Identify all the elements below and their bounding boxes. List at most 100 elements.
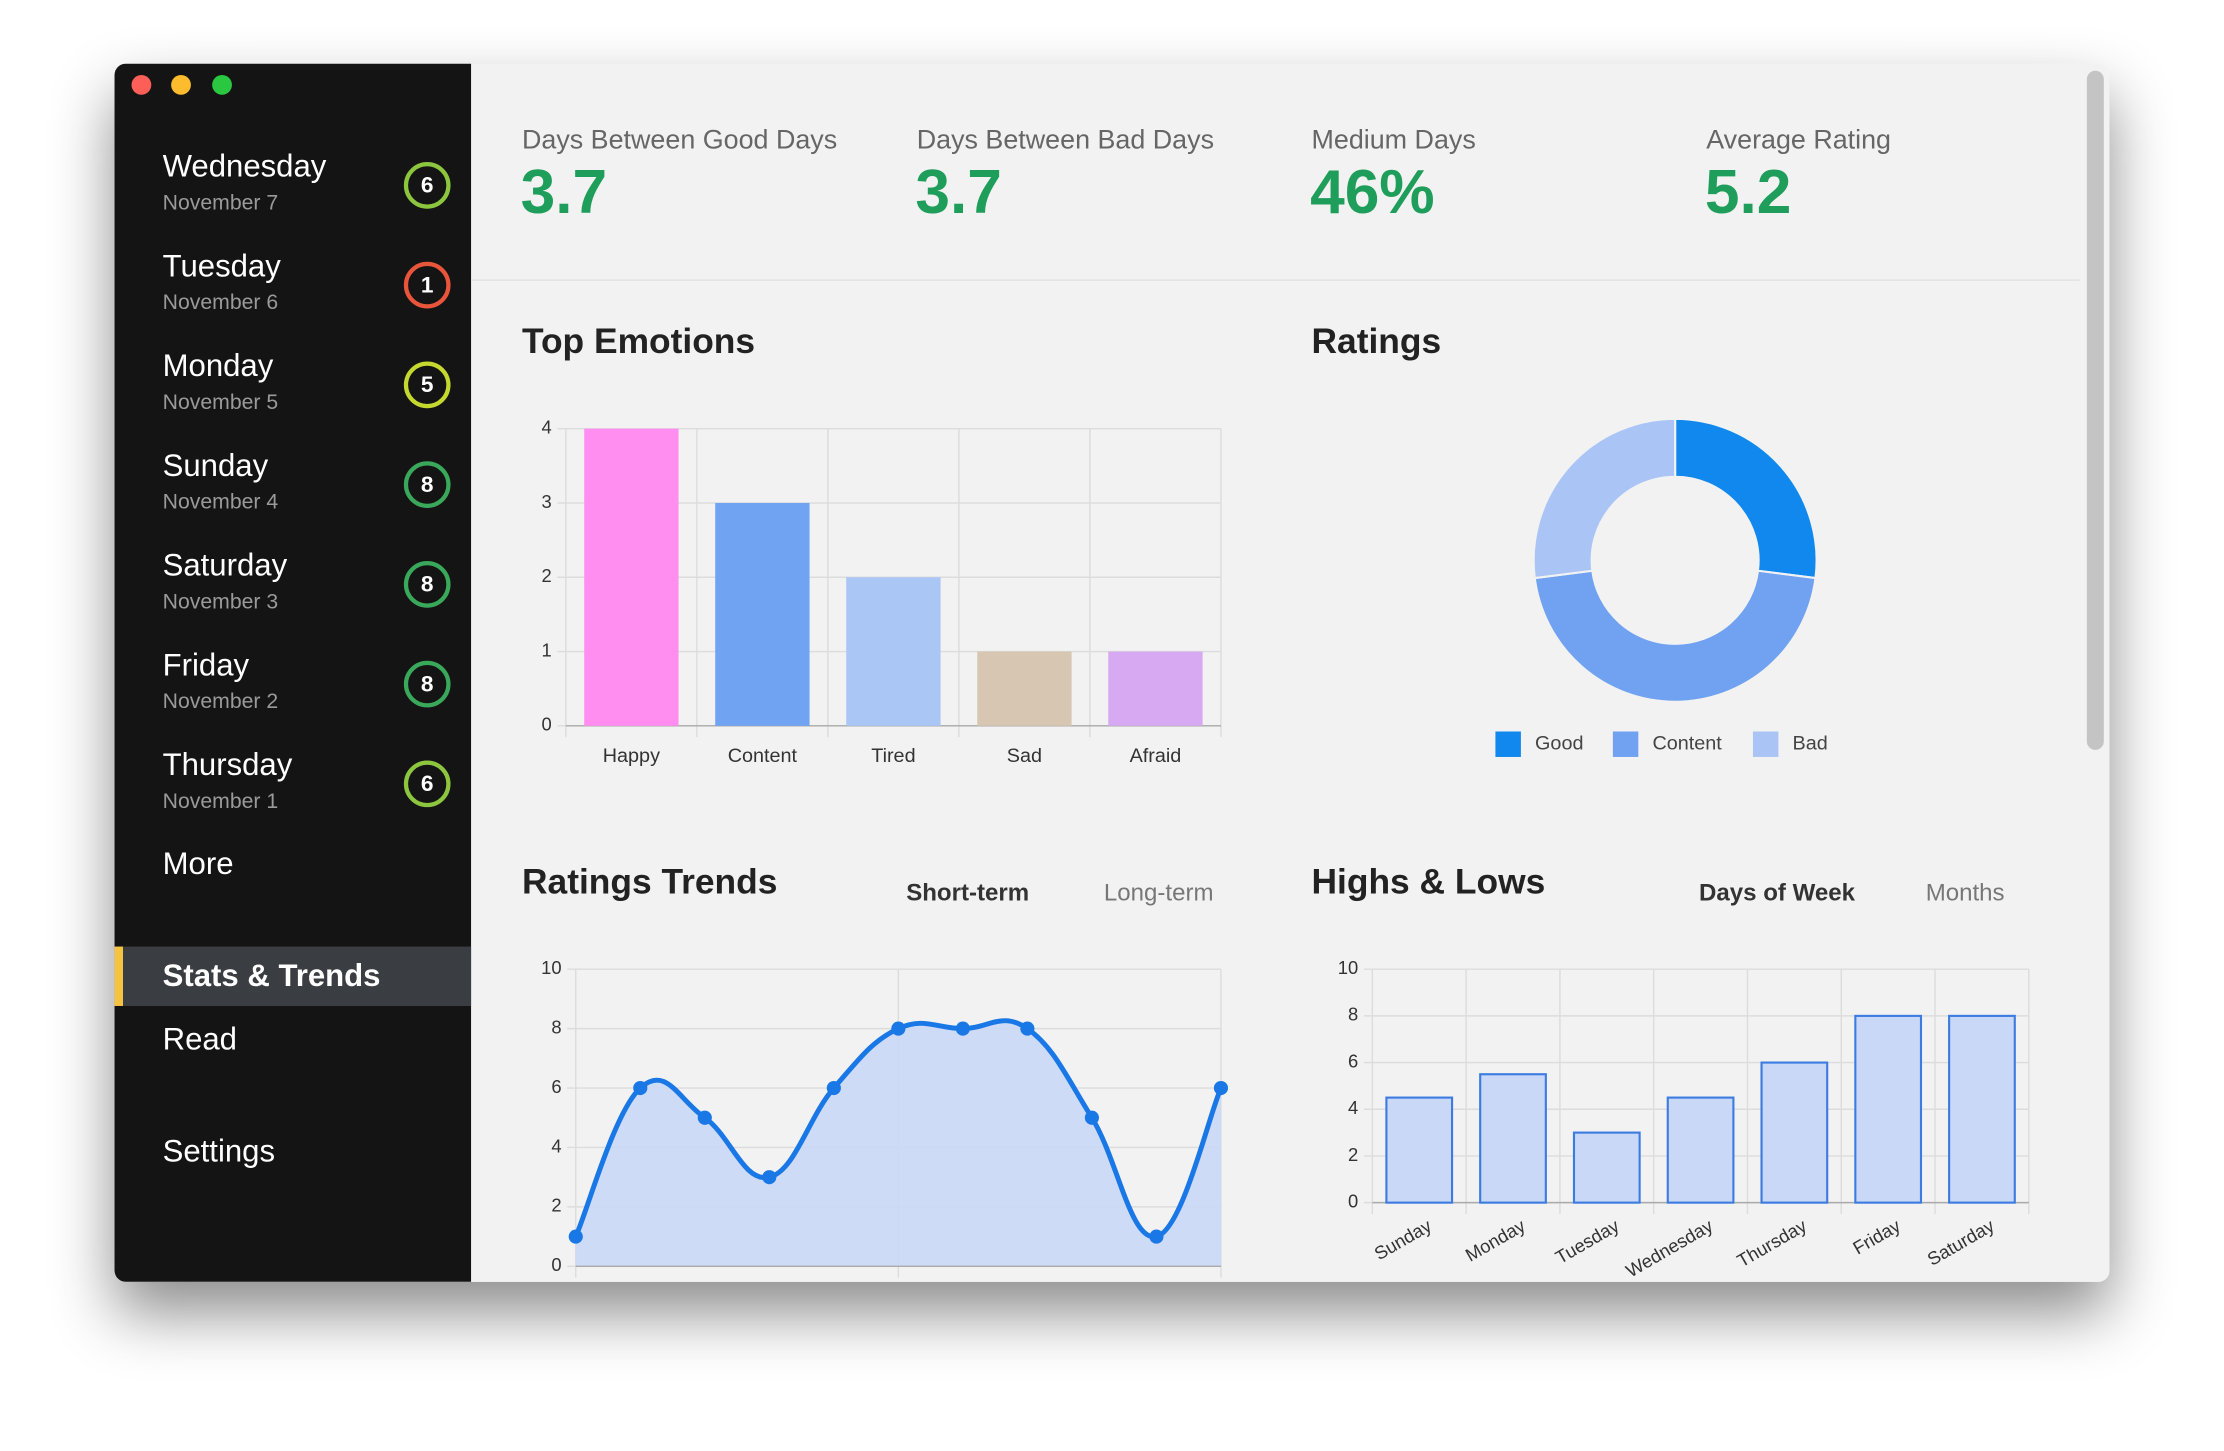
y-tick-label: 0 (541, 714, 551, 735)
window-content: Wednesday November 7 6 Tuesday November 6 1 Mo… (114, 63, 2104, 1282)
bar (715, 502, 810, 726)
day-name: Monday (163, 348, 274, 383)
rating-value: 6 (421, 173, 434, 198)
bar (1108, 651, 1203, 726)
legend-label: Bad (1793, 732, 1828, 754)
y-tick-label: 4 (1348, 1097, 1358, 1118)
rating-badge (403, 261, 451, 309)
legend-swatch (1612, 731, 1639, 757)
rating-value: 1 (421, 272, 434, 297)
nav-item[interactable]: Stats & Trends (163, 958, 381, 993)
day-date: November 3 (163, 590, 279, 613)
chart-title: Highs & Lows (1311, 863, 1545, 902)
day-date: November 6 (163, 291, 279, 314)
bar (1854, 1014, 1923, 1204)
x-tick-label: Sad (1007, 745, 1042, 767)
y-tick-label: 10 (1338, 957, 1358, 978)
y-tick-label: 8 (1348, 1004, 1358, 1025)
active-nav-bg (114, 946, 472, 1006)
legend-swatch (1495, 731, 1521, 757)
day-name: Sunday (163, 448, 269, 483)
point (826, 1080, 841, 1096)
bar (1385, 1096, 1454, 1204)
day-date: November 5 (163, 391, 279, 414)
point (1084, 1110, 1099, 1125)
chart-title: Ratings Trends (522, 863, 777, 902)
chart-title: Ratings (1311, 322, 1441, 361)
rating-value: 8 (421, 472, 434, 497)
point (762, 1170, 777, 1185)
rating-badge (403, 361, 451, 409)
y-tick-label: 4 (551, 1135, 561, 1156)
day-name: Thursday (163, 747, 293, 782)
minimize-button[interactable] (171, 74, 191, 95)
y-tick-label: 8 (551, 1016, 561, 1037)
chart-title: Top Emotions (522, 322, 755, 361)
scrollbar[interactable] (2086, 70, 2104, 750)
bar (1479, 1073, 1547, 1204)
day-date: November 2 (163, 690, 279, 713)
point (891, 1021, 906, 1036)
rating-value: 6 (421, 771, 434, 796)
tab[interactable]: Long-term (1104, 880, 1214, 907)
bar (1666, 1096, 1735, 1204)
stat-value: 3.7 (521, 158, 608, 227)
bar (1572, 1131, 1641, 1204)
bar (1948, 1014, 2016, 1204)
stat-label: Days Between Good Days (522, 125, 837, 155)
x-tick-label: Afraid (1130, 745, 1182, 767)
y-tick-label: 6 (1348, 1050, 1358, 1071)
area (575, 1020, 1221, 1267)
y-tick-label: 2 (551, 1195, 561, 1216)
legend-label: Content (1652, 732, 1722, 754)
day-name: Friday (163, 647, 250, 682)
y-tick-label: 1 (541, 639, 551, 660)
rating-value: 8 (421, 671, 434, 696)
rating-value: 8 (421, 572, 434, 597)
y-tick-label: 2 (541, 565, 551, 586)
y-tick-label: 3 (541, 491, 551, 512)
active-nav-marker (114, 946, 124, 1006)
tab[interactable]: Short-term (906, 880, 1029, 907)
y-tick-label: 0 (1348, 1191, 1358, 1212)
point (1020, 1021, 1035, 1036)
point (955, 1021, 970, 1036)
nav-item[interactable]: Read (163, 1022, 237, 1057)
stat-label: Days Between Bad Days (917, 125, 1214, 155)
rating-badge (403, 461, 451, 508)
day-name: Wednesday (163, 149, 327, 184)
stat-label: Average Rating (1706, 125, 1891, 155)
day-date: November 7 (163, 191, 279, 214)
tab[interactable]: Days of Week (1699, 880, 1856, 907)
y-tick-label: 4 (541, 417, 551, 438)
point (697, 1110, 712, 1125)
bar (977, 651, 1072, 726)
donut-segment (1674, 417, 1818, 580)
legend-label: Good (1535, 732, 1583, 754)
point (1149, 1229, 1164, 1244)
stat-value: 46% (1310, 158, 1435, 227)
nav-item[interactable]: Settings (163, 1133, 275, 1168)
point (568, 1229, 583, 1244)
close-button[interactable] (131, 74, 152, 95)
point (1213, 1080, 1229, 1096)
donut-segment (1533, 569, 1817, 703)
x-tick-label: Happy (603, 745, 660, 767)
day-name: Tuesday (163, 248, 282, 283)
y-tick-label: 6 (551, 1076, 561, 1097)
legend-swatch (1752, 731, 1779, 757)
tab[interactable]: Months (1926, 880, 2005, 907)
more-link[interactable]: More (163, 846, 234, 881)
stat-value: 5.2 (1705, 158, 1792, 227)
rating-badge (403, 660, 451, 708)
stat-label: Medium Days (1311, 125, 1475, 155)
stat-value: 3.7 (915, 158, 1002, 227)
point (633, 1080, 648, 1096)
y-tick-label: 0 (551, 1254, 561, 1275)
rating-badge (403, 760, 451, 808)
rating-value: 5 (421, 372, 434, 397)
rating-badge (403, 560, 451, 608)
zoom-button[interactable] (212, 74, 232, 95)
bar (846, 577, 941, 726)
day-name: Saturday (163, 548, 288, 583)
